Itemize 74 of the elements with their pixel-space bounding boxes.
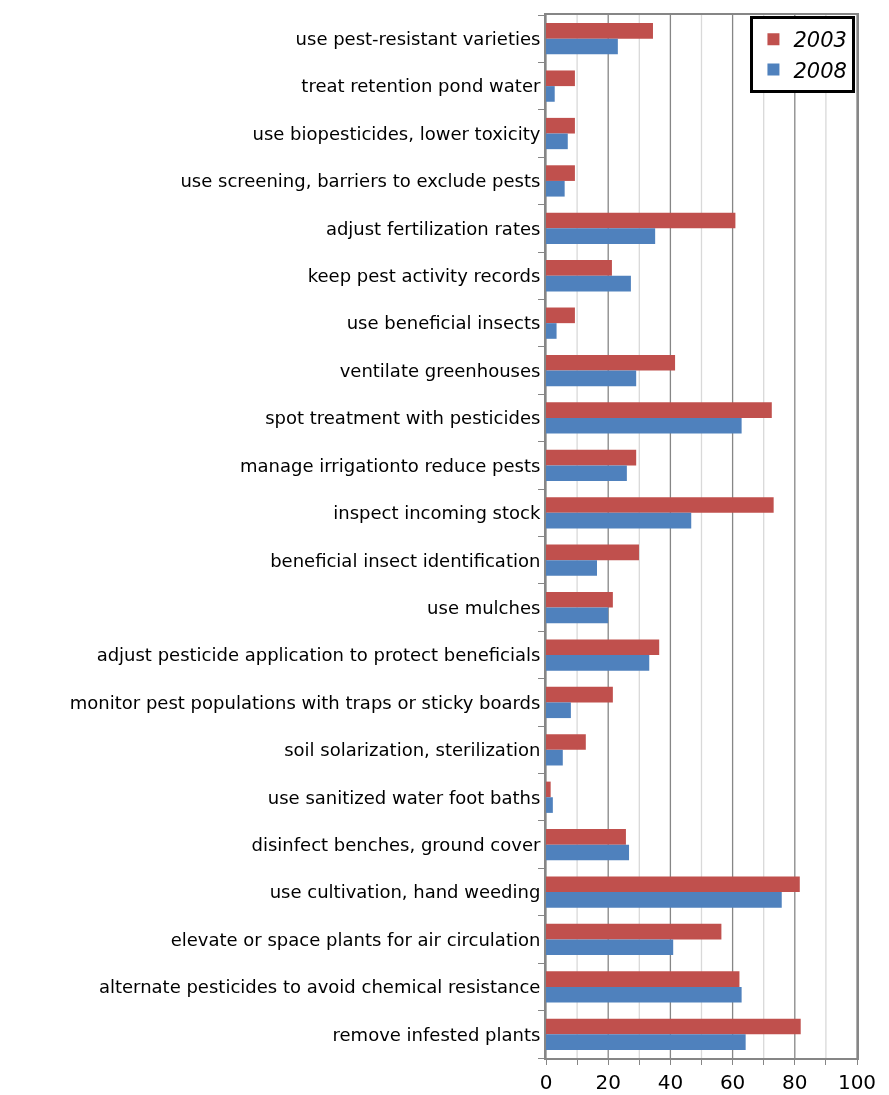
y-tick-label: treat retention pond water [301, 75, 541, 97]
bar [546, 275, 631, 292]
bar [546, 133, 568, 150]
bar [546, 923, 722, 940]
y-tick-label: spot treatment with pesticides [265, 407, 541, 429]
bar [546, 591, 613, 608]
bar [546, 23, 653, 39]
bar [546, 986, 742, 1003]
y-tick-label: use cultivation, hand weeding [269, 881, 541, 903]
bar [546, 165, 575, 181]
bar [546, 829, 626, 845]
x-tick-label: 100 [837, 1070, 877, 1094]
y-tick-label: inspect incoming stock [333, 502, 541, 524]
y-tick-label: adjust fertilization rates [325, 217, 541, 239]
legend-label: 2003 [793, 28, 847, 53]
bar [546, 749, 563, 766]
bar [546, 1018, 801, 1035]
bar [546, 844, 630, 861]
y-tick-label: monitor pest populations with traps or sticky boards [69, 691, 541, 713]
bar [546, 607, 609, 624]
bar [546, 797, 553, 813]
bar [546, 228, 656, 244]
bar [546, 38, 618, 55]
bar [546, 655, 650, 671]
y-tick-label: ventilate greenhouses [339, 359, 541, 381]
bar [546, 512, 692, 529]
y-tick-label: adjust pesticide application to protect beneficials [96, 644, 541, 666]
bar [546, 417, 742, 434]
bar [546, 560, 597, 576]
y-tick-label: use pest-resistant varieties [295, 28, 541, 49]
y-tick-label: use beneficial insects [346, 312, 541, 334]
y-tick-label: use mulches [427, 596, 541, 618]
y-tick-label: remove infested plants [332, 1023, 541, 1045]
x-tick-label: 60 [719, 1070, 746, 1094]
bar [546, 892, 782, 908]
bar [546, 686, 613, 703]
y-tick-label: alternate pesticides to avoid chemical resistance [98, 976, 541, 998]
y-tick-label: keep pest activity records [307, 265, 541, 287]
legend-label: 2008 [793, 58, 847, 83]
bar [546, 370, 637, 387]
y-tick-label: use sanitized water foot baths [267, 786, 541, 808]
bar [546, 323, 557, 339]
x-tick-label: 0 [539, 1070, 553, 1094]
bar [546, 971, 740, 987]
y-tick-label: beneficial insect identification [270, 549, 541, 571]
y-tick-label: disinfect benches, ground cover [251, 833, 541, 855]
bar [546, 1034, 746, 1050]
bar [546, 212, 736, 229]
bar [546, 117, 575, 134]
x-tick-label: 80 [782, 1070, 808, 1094]
bar [546, 354, 676, 371]
bar [546, 402, 772, 418]
bar [546, 465, 627, 482]
bar [546, 180, 565, 197]
bar [546, 702, 571, 719]
bar [546, 70, 575, 87]
bar [546, 260, 612, 276]
bar [546, 497, 774, 513]
y-tick-label: elevate or space plants for air circulation [170, 928, 541, 950]
bar [546, 86, 555, 102]
bar [546, 449, 637, 466]
bar [546, 307, 575, 324]
x-tick-label: 40 [657, 1070, 684, 1094]
x-tick-label: 20 [595, 1070, 621, 1094]
y-tick-label: soil solarization, sterilization [284, 739, 541, 761]
bar [546, 876, 800, 893]
y-tick-label: manage irrigationto reduce pests [240, 454, 541, 476]
bar [546, 781, 551, 798]
bar [546, 544, 639, 561]
bar [546, 639, 660, 656]
y-tick-label: use screening, barriers to exclude pests [180, 170, 541, 192]
bar [546, 939, 674, 956]
bar [546, 734, 586, 750]
y-tick-label: use biopesticides, lower toxicity [252, 122, 541, 144]
